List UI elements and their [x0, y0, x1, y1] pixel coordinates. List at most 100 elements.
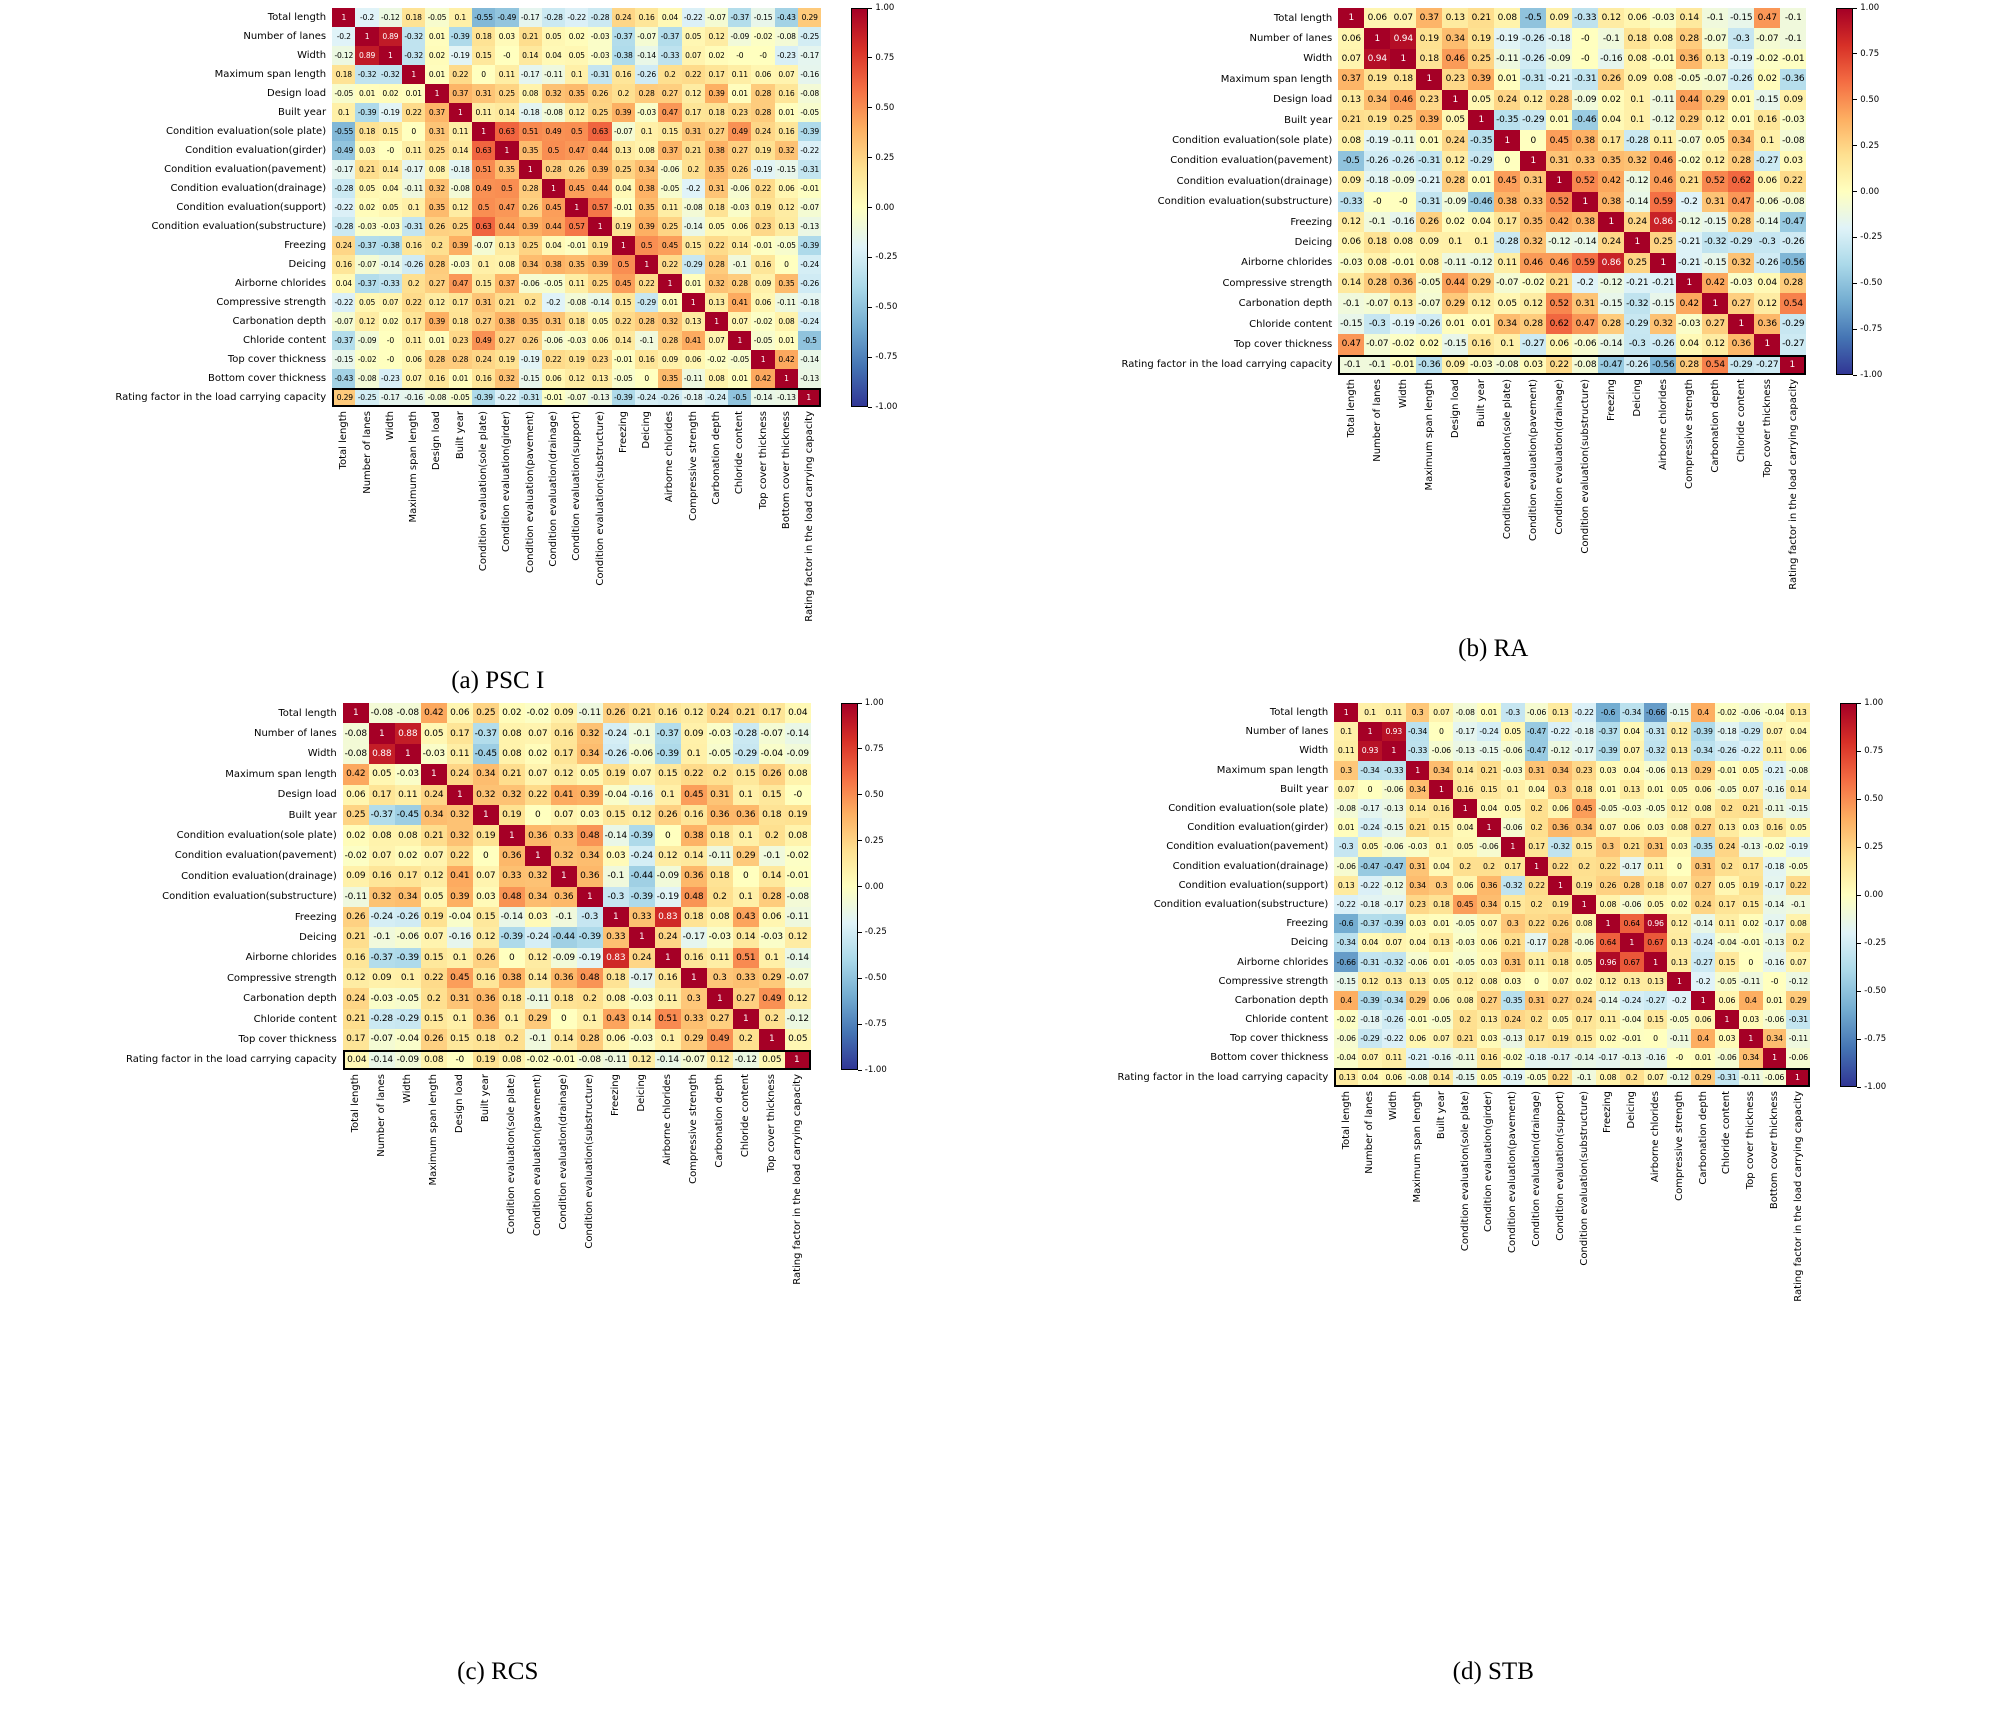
heatmap-cell: -0.16 — [1644, 1048, 1668, 1067]
rating-row-highlight-cell: 0.05 — [1477, 1068, 1501, 1087]
heatmap-cell: 0.2 — [1572, 857, 1596, 876]
heatmap-cell: 0.01 — [1728, 110, 1754, 130]
heatmap-cell: 0.15 — [1572, 1029, 1596, 1048]
heatmap-cell: 0.11 — [1334, 741, 1358, 760]
row-label: Condition evaluation(pavement) — [127, 160, 332, 179]
heatmap-cell: 0.1 — [1334, 722, 1358, 741]
heatmap-cell: 0.28 — [1520, 314, 1546, 334]
heatmap-cell: 0.44 — [1442, 273, 1468, 293]
heatmap-cell: 0.31 — [447, 988, 473, 1008]
heatmap-cell: 0.07 — [728, 312, 751, 331]
heatmap-cell: -0.3 — [1364, 314, 1390, 334]
heatmap-cell: 0.12 — [775, 198, 798, 217]
heatmap-cell: -0.33 — [1338, 192, 1364, 212]
heatmap-cell: -0.21 — [1676, 253, 1702, 273]
heatmap-cell: 0.16 — [612, 65, 635, 84]
rating-row-highlight-cell: -0.13 — [588, 388, 611, 407]
heatmap-cell: -0.12 — [1548, 741, 1572, 760]
heatmap-cell: 1 — [1338, 8, 1364, 28]
heatmap-cell: -0.3 — [1728, 28, 1754, 48]
heatmap-cell: 0.23 — [1442, 69, 1468, 89]
col-label: Width — [402, 1074, 413, 1103]
heatmap-cell: -0.37 — [658, 27, 681, 46]
heatmap-cell: 0.63 — [472, 217, 495, 236]
col-label: Deicing — [636, 1074, 647, 1112]
colorbar-tick-label: 0.00 — [1860, 187, 1879, 197]
heatmap-cell: 0.1 — [1358, 703, 1382, 722]
heatmap-cell: -0.15 — [332, 350, 355, 369]
heatmap-cell: -0.12 — [1598, 273, 1624, 293]
heatmap-cell: -0.43 — [775, 8, 798, 27]
heatmap-cell: 0.12 — [449, 198, 472, 217]
heatmap-cell: 0.06 — [1364, 8, 1390, 28]
heatmap-cell: 0.05 — [1786, 818, 1810, 837]
heatmap-cell: 0.11 — [1596, 1010, 1620, 1029]
col-label: Width — [385, 411, 396, 440]
col-label-cell: Condition evaluation(sole plate) — [1453, 1087, 1477, 1337]
row-label: Top cover thickness — [1129, 1029, 1334, 1048]
heatmap-cell: 0.1 — [447, 948, 473, 968]
col-label-cell: Condition evaluation(drainage) — [1546, 375, 1572, 625]
rating-row-highlight-cell: -0.27 — [1754, 355, 1780, 375]
heatmap-cell: 0.32 — [705, 274, 728, 293]
heatmap-cell: 0.07 — [1548, 972, 1572, 991]
heatmap-cell: 0.24 — [421, 785, 447, 805]
heatmap-cell: -0.5 — [1520, 8, 1546, 28]
heatmap-cell: 0.21 — [499, 764, 525, 784]
heatmap-cell: 0.07 — [1338, 49, 1364, 69]
heatmap-cell: 0.02 — [499, 703, 525, 723]
heatmap-cell: -0 — [785, 785, 811, 805]
colorbar-tick-label: -0.50 — [1860, 278, 1882, 288]
heatmap-cell: 0.25 — [495, 84, 518, 103]
col-label: Condition evaluation(support) — [571, 411, 582, 561]
row-label: Chloride content — [1133, 314, 1338, 334]
heatmap-cell: 0.32 — [473, 785, 499, 805]
heatmap-cell: 1 — [629, 927, 655, 947]
row-label: Compressive strength — [1133, 273, 1338, 293]
heatmap-cell: 0.44 — [542, 217, 565, 236]
heatmap-cell: 1 — [1728, 314, 1754, 334]
heatmap-cell: 0.35 — [495, 160, 518, 179]
heatmap-cell: 0.18 — [681, 907, 707, 927]
heatmap-cell: 0.18 — [1644, 876, 1668, 895]
heatmap-cell: 0.34 — [1364, 90, 1390, 110]
heatmap-cell: -0.02 — [751, 27, 774, 46]
heatmap-cell: 0.14 — [1338, 273, 1364, 293]
heatmap-cell: 0.15 — [733, 764, 759, 784]
heatmap-cell: -0.26 — [1416, 314, 1442, 334]
heatmap-cell: -0.03 — [1406, 837, 1430, 856]
heatmap-cell: 0.27 — [1702, 314, 1728, 334]
heatmap-cell: 0.03 — [1477, 952, 1501, 971]
heatmap-cell: 0.4 — [1691, 703, 1715, 722]
heatmap-cell: -0.11 — [402, 179, 425, 198]
heatmap-cell: -0.37 — [332, 331, 355, 350]
colorbar-tick: 0.75 — [868, 53, 894, 63]
heatmap-cell: 0.46 — [1650, 151, 1676, 171]
axis-corner — [127, 407, 332, 657]
heatmap-cell: -0.19 — [751, 160, 774, 179]
heatmap-cell: 0.08 — [519, 84, 542, 103]
heatmap-cell: 0.24 — [1572, 991, 1596, 1010]
heatmap-cell: -0.08 — [542, 103, 565, 122]
heatmap-cell: 0.32 — [1728, 253, 1754, 273]
heatmap-cell: -0.39 — [629, 825, 655, 845]
col-label: Rating factor in the load carrying capac… — [1793, 1091, 1804, 1302]
heatmap-cell: 0.24 — [1715, 837, 1739, 856]
heatmap-cell: 0.2 — [402, 274, 425, 293]
heatmap-cell: 0.13 — [1390, 293, 1416, 313]
col-label: Chloride content — [1736, 379, 1747, 462]
heatmap-cell: 0.12 — [355, 312, 378, 331]
panel-caption-c: (c) RCS — [457, 1658, 538, 1686]
rating-row-highlight-cell: -0.16 — [402, 388, 425, 407]
col-label: Bottom cover thickness — [781, 411, 792, 529]
heatmap-cell: 0.23 — [588, 350, 611, 369]
rating-row-highlight-cell: 1 — [798, 388, 821, 407]
heatmap-cell: 0.35 — [775, 274, 798, 293]
heatmap-cell: -0.22 — [332, 198, 355, 217]
heatmap-cell: 1 — [1691, 991, 1715, 1010]
colorbar-tick: 0.50 — [858, 790, 884, 800]
heatmap-cell: 0.07 — [1667, 876, 1691, 895]
heatmap-cell: -0.01 — [1780, 49, 1806, 69]
